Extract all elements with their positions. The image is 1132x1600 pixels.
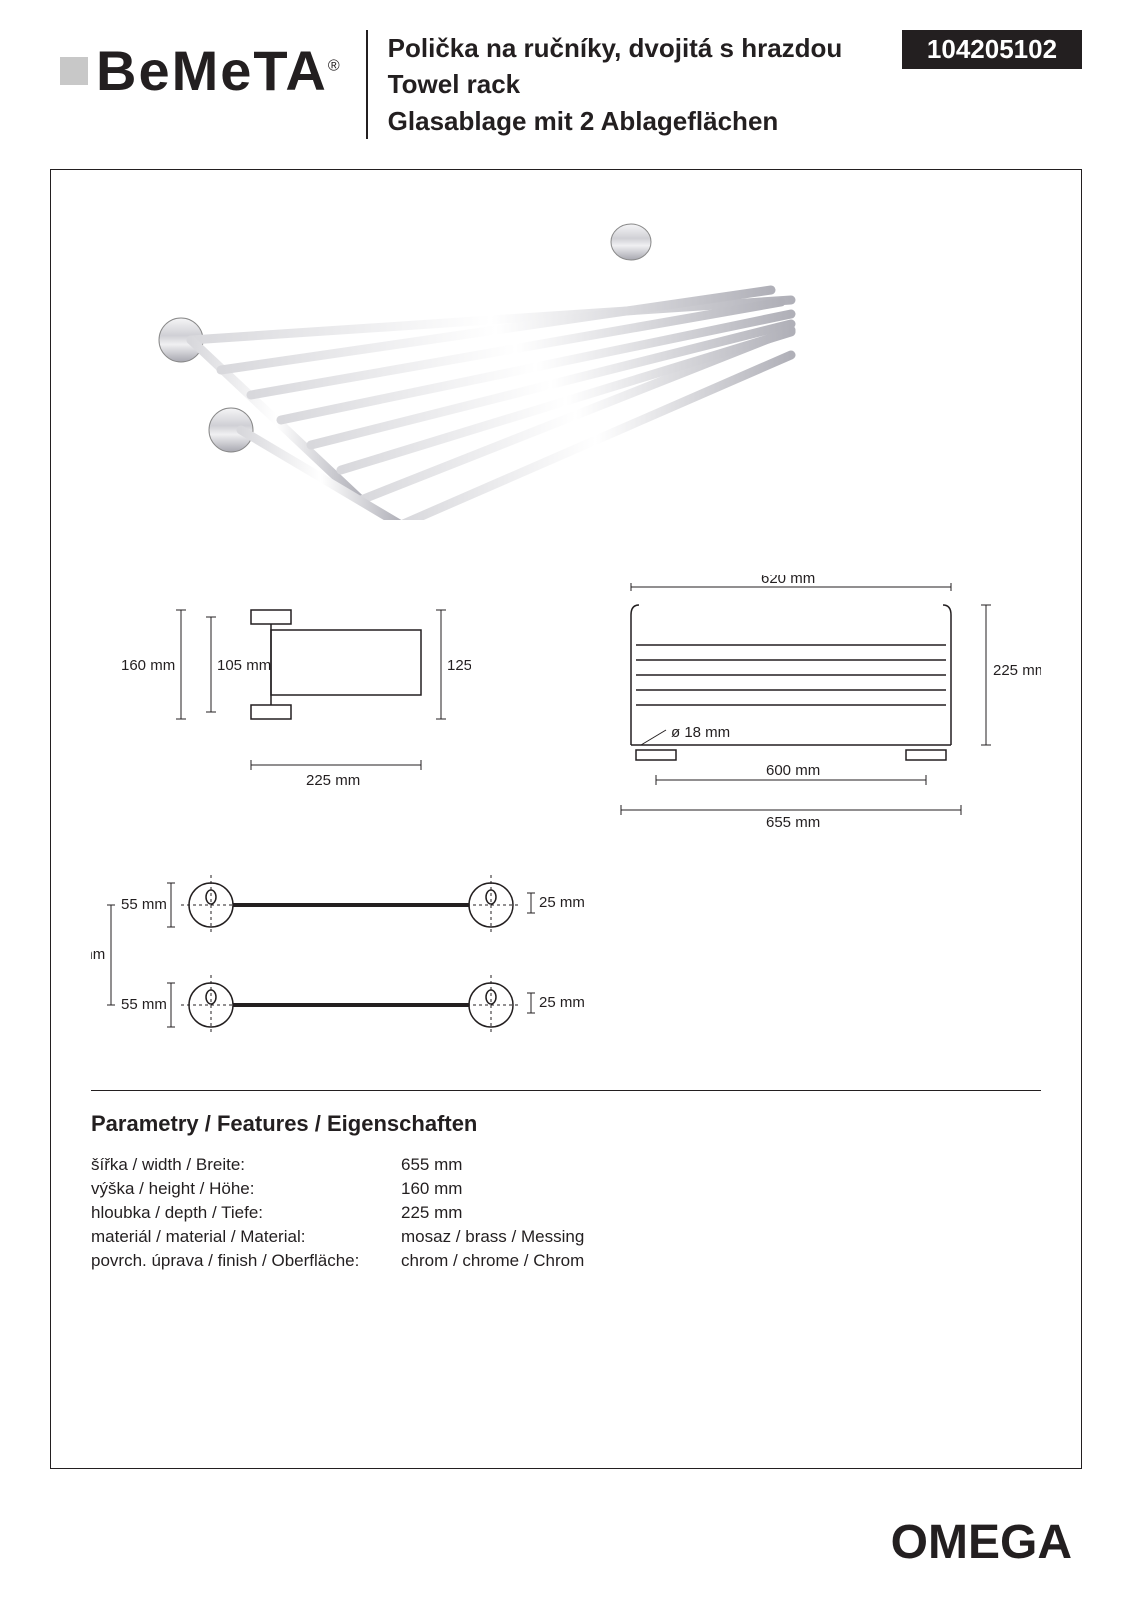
dim-160: 160 mm bbox=[121, 657, 175, 674]
dim-225: 225 mm bbox=[306, 772, 360, 789]
feature-value: 225 mm bbox=[401, 1203, 1041, 1223]
dim-105: 105 mm bbox=[217, 657, 271, 674]
product-photo bbox=[91, 220, 811, 520]
feature-value: chrom / chrome / Chrom bbox=[401, 1251, 1041, 1271]
dim-225r: 225 mm bbox=[993, 662, 1041, 679]
dim-18: ø 18 mm bbox=[671, 724, 730, 741]
logo-text: BeMeTA® bbox=[96, 38, 342, 103]
side-view-diagram: 160 mm 105 mm 125 mm 225 mm bbox=[91, 575, 471, 835]
logo: BeMeTA® bbox=[60, 30, 342, 103]
series-name: OMEGA bbox=[891, 1515, 1072, 1570]
dim-25t: 25 mm bbox=[539, 894, 585, 911]
diagrams-row: 160 mm 105 mm 125 mm 225 mm bbox=[91, 575, 1041, 835]
header: BeMeTA® Polička na ručníky, dvojitá s hr… bbox=[0, 0, 1132, 149]
main-box: 160 mm 105 mm 125 mm 225 mm bbox=[50, 169, 1082, 1469]
feature-label: výška / height / Höhe: bbox=[91, 1179, 401, 1199]
dim-655: 655 mm bbox=[766, 814, 820, 831]
dim-55b: 55 mm bbox=[121, 996, 167, 1013]
dim-160m: 160 mm bbox=[91, 946, 105, 963]
feature-label: hloubka / depth / Tiefe: bbox=[91, 1203, 401, 1223]
title-block: Polička na ručníky, dvojitá s hrazdou To… bbox=[366, 30, 902, 139]
feature-label: povrch. úprava / finish / Oberfläche: bbox=[91, 1251, 401, 1271]
dim-620: 620 mm bbox=[761, 575, 815, 587]
feature-value: 160 mm bbox=[401, 1179, 1041, 1199]
product-code: 104205102 bbox=[902, 30, 1082, 69]
title-de: Glasablage mit 2 Ablageflächen bbox=[388, 103, 902, 139]
feature-label: šířka / width / Breite: bbox=[91, 1155, 401, 1175]
dim-600: 600 mm bbox=[766, 762, 820, 779]
dim-125: 125 mm bbox=[447, 657, 471, 674]
title-en: Towel rack bbox=[388, 66, 902, 102]
top-view-diagram: 620 mm 225 mm ø 18 mm 600 mm 655 mm bbox=[581, 575, 1041, 835]
mount-view-diagram: 55 mm 55 mm 160 mm 25 mm 25 mm bbox=[91, 865, 611, 1045]
logo-square-icon bbox=[60, 57, 88, 85]
dim-55t: 55 mm bbox=[121, 896, 167, 913]
divider bbox=[91, 1090, 1041, 1091]
feature-label: materiál / material / Material: bbox=[91, 1227, 401, 1247]
features-title: Parametry / Features / Eigenschaften bbox=[91, 1111, 1041, 1137]
features-table: šířka / width / Breite: 655 mm výška / h… bbox=[91, 1155, 1041, 1271]
feature-value: mosaz / brass / Messing bbox=[401, 1227, 1041, 1247]
feature-value: 655 mm bbox=[401, 1155, 1041, 1175]
title-cz: Polička na ručníky, dvojitá s hrazdou bbox=[388, 30, 902, 66]
dim-25b: 25 mm bbox=[539, 994, 585, 1011]
